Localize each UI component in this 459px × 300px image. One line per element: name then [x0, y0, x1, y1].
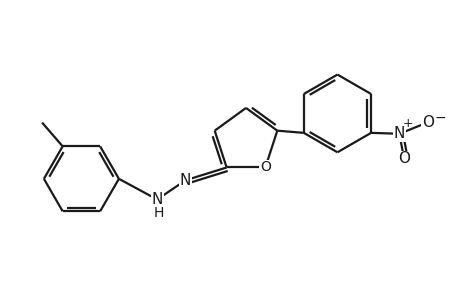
Text: −: −	[434, 111, 445, 125]
Text: O: O	[397, 152, 409, 166]
Text: O: O	[259, 160, 270, 175]
Text: N: N	[393, 126, 404, 141]
Text: O: O	[421, 115, 433, 130]
Text: +: +	[402, 117, 412, 130]
Text: N: N	[179, 173, 191, 188]
Text: H: H	[153, 206, 164, 220]
Text: N: N	[151, 192, 162, 207]
